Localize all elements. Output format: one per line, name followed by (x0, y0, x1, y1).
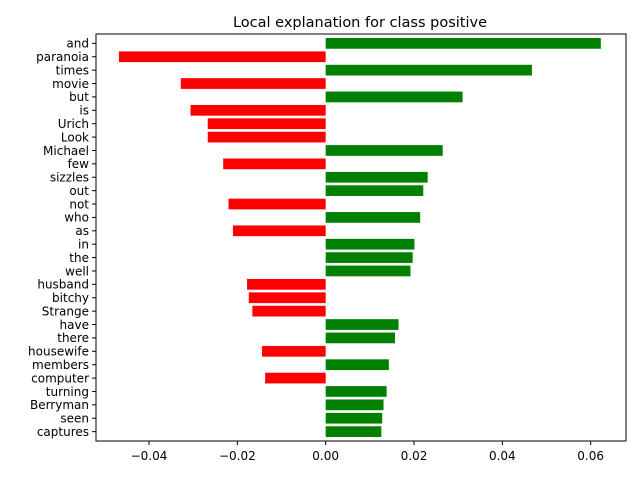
y-tick-label: who (64, 211, 89, 225)
bar-movie (180, 78, 326, 89)
y-tick-label: captures (37, 425, 89, 439)
bar-there (325, 332, 396, 344)
y-tick-label: as (75, 224, 89, 238)
y-tick-label: housewife (28, 345, 89, 359)
bar-housewife (262, 345, 326, 357)
x-tick-label: 0.06 (577, 449, 604, 463)
x-tick-label: 0.02 (401, 449, 428, 463)
x-axis: −0.04 −0.02 0.00 0.02 0.04 0.06 (131, 441, 604, 463)
bar-strange (252, 305, 326, 317)
y-tick-label: well (65, 264, 89, 278)
plot-frame (95, 33, 627, 442)
bar-paranoia (118, 51, 326, 63)
y-tick-label: seen (60, 412, 89, 426)
x-tick-label: 0.04 (489, 449, 516, 463)
bar-but (325, 91, 463, 103)
y-tick-label: but (69, 90, 89, 104)
bar-the (325, 252, 413, 263)
x-tick-label: −0.04 (131, 449, 168, 463)
y-tick-label: the (69, 251, 89, 265)
bar-as (232, 225, 326, 237)
y-tick-label: not (69, 197, 89, 211)
bar-few (223, 158, 326, 170)
bar-not (228, 198, 326, 210)
y-tick-label: times (56, 63, 89, 77)
bar-have (325, 319, 399, 330)
bar-seen (325, 412, 383, 424)
y-tick-label: bitchy (52, 291, 89, 305)
y-tick-label: sizzles (50, 171, 89, 185)
bar-out (325, 185, 424, 196)
y-tick-label: movie (52, 77, 89, 91)
y-tick-label: there (57, 331, 89, 345)
y-tick-label: Berryman (30, 398, 89, 412)
y-tick-label: Look (61, 130, 89, 144)
y-tick-label: Strange (42, 304, 89, 318)
x-tick-label: −0.02 (219, 449, 256, 463)
y-tick-label: Michael (43, 144, 89, 158)
bar-times (325, 64, 532, 76)
bar-bitchy (248, 292, 326, 304)
bar-michael (325, 145, 443, 156)
y-tick-label: members (32, 358, 89, 372)
bar-and (325, 38, 601, 49)
bar-in (325, 238, 415, 250)
bars-group (118, 38, 601, 437)
x-tick-label: 0.00 (312, 449, 339, 463)
y-axis: andparanoiatimesmoviebutisUrichLookMicha… (28, 37, 96, 439)
y-tick-label: have (60, 318, 89, 332)
bar-is (190, 104, 326, 116)
chart-title: Local explanation for class positive (233, 15, 487, 31)
bar-turning (325, 386, 387, 397)
bar-sizzles (325, 171, 428, 183)
y-tick-label: in (78, 237, 89, 251)
bar-well (325, 265, 411, 277)
y-tick-label: few (68, 157, 90, 171)
y-tick-label: and (66, 37, 89, 51)
y-tick-label: paranoia (36, 50, 89, 64)
y-tick-label: computer (31, 371, 89, 385)
bar-computer (265, 372, 326, 384)
y-tick-label: turning (46, 385, 89, 399)
y-tick-label: out (69, 184, 89, 198)
y-tick-label: husband (37, 278, 89, 292)
y-tick-label: Urich (58, 117, 89, 131)
bar-look (207, 131, 326, 143)
bar-members (325, 359, 389, 371)
bar-captures (325, 426, 382, 437)
bar-urich (207, 118, 326, 130)
bar-berryman (325, 399, 384, 411)
y-tick-label: is (79, 104, 89, 118)
bar-who (325, 212, 421, 223)
bar-husband (247, 279, 326, 290)
